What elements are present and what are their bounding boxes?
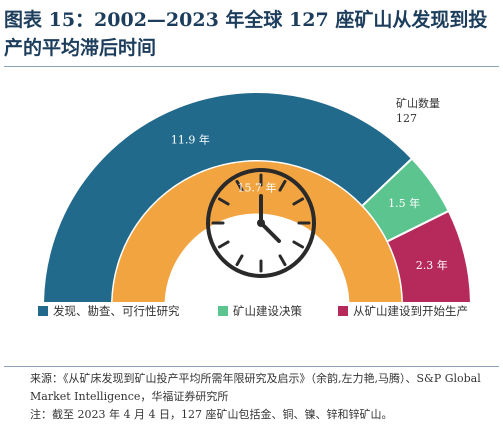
clock-face (206, 168, 316, 278)
legend-item-decision: 矿山建设决策 (218, 303, 302, 319)
legend-swatch-construction (338, 306, 348, 316)
legend-item-exploration: 发现、勘查、可行性研究 (38, 303, 180, 319)
segment-label-decision: 1.5 年 (388, 196, 420, 210)
mine-count-annotation: 矿山数量 127 (396, 97, 440, 125)
legend-swatch-exploration (38, 306, 48, 316)
clock-tick (217, 240, 230, 249)
legend-label-construction: 从矿山建设到开始生产 (353, 304, 468, 318)
clock-center (257, 219, 265, 227)
clock-tick (278, 254, 287, 267)
mine-count-value: 127 (396, 112, 417, 125)
clock-tick (217, 197, 230, 206)
clock-icon (206, 168, 316, 278)
segment-label-exploration: 11.9 年 (171, 132, 210, 146)
clock-tick (235, 254, 244, 267)
gauge-value-labels: 11.9 年 1.5 年 2.3 年 15.7 年 (171, 132, 448, 272)
clock-tick (292, 197, 305, 206)
clock-tick (235, 179, 244, 192)
segment-label-construction: 2.3 年 (416, 258, 448, 272)
segment-label-total: 15.7 年 (238, 181, 277, 195)
legend-label-exploration: 发现、勘查、可行性研究 (53, 304, 180, 318)
footer-divider (4, 366, 499, 367)
legend-label-decision: 矿山建设决策 (233, 304, 302, 318)
clock-tick (278, 179, 287, 192)
date-note: 注：截至 2023 年 4 月 4 日，127 座矿山包括金、铜、镍、锌和锌矿山… (30, 408, 393, 421)
clock-hour-hand (259, 221, 281, 243)
source-note: 来源：《从矿床发现到矿山投产平均所需年限研究及启示》（余韵,左力艳,马腾）、S&… (30, 372, 481, 403)
legend-item-construction: 从矿山建设到开始生产 (338, 303, 468, 319)
legend-swatch-decision (218, 306, 228, 316)
gauge-rings (42, 91, 472, 302)
title-divider (4, 66, 499, 67)
mine-count-label: 矿山数量 (396, 97, 440, 110)
gauge-chart: 11.9 年 1.5 年 2.3 年 15.7 年 矿山数量 127 (42, 91, 472, 302)
chart-title: 图表 15：2002—2023 年全球 127 座矿山从发现到投产的平均滞后时间 (4, 9, 488, 59)
footnotes: 来源：《从矿床发现到矿山投产平均所需年限研究及启示》（余韵,左力艳,马腾）、S&… (30, 370, 495, 424)
clock-tick (292, 240, 305, 249)
